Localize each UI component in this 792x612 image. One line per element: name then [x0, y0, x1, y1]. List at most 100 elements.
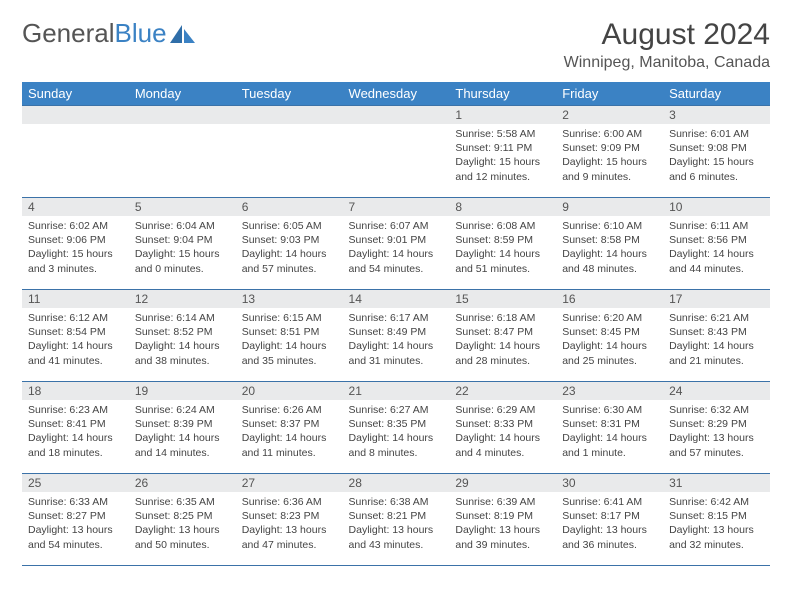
weekday-header: Thursday [449, 82, 556, 106]
day-line-ss: Sunset: 8:25 PM [135, 509, 230, 523]
day-body: Sunrise: 6:20 AMSunset: 8:45 PMDaylight:… [556, 308, 663, 371]
day-number: 15 [449, 290, 556, 308]
day-number: 1 [449, 106, 556, 124]
day-line-d1: Daylight: 14 hours [455, 431, 550, 445]
day-cell: 12Sunrise: 6:14 AMSunset: 8:52 PMDayligh… [129, 290, 236, 382]
day-number: 13 [236, 290, 343, 308]
day-line-ss: Sunset: 8:43 PM [669, 325, 764, 339]
day-line-d2: and 9 minutes. [562, 170, 657, 184]
day-line-ss: Sunset: 8:21 PM [349, 509, 444, 523]
day-cell: 15Sunrise: 6:18 AMSunset: 8:47 PMDayligh… [449, 290, 556, 382]
day-line-d2: and 0 minutes. [135, 262, 230, 276]
day-line-ss: Sunset: 8:49 PM [349, 325, 444, 339]
day-line-ss: Sunset: 9:01 PM [349, 233, 444, 247]
day-cell: 26Sunrise: 6:35 AMSunset: 8:25 PMDayligh… [129, 474, 236, 566]
day-line-d1: Daylight: 14 hours [562, 339, 657, 353]
location: Winnipeg, Manitoba, Canada [564, 54, 770, 72]
day-cell: 11Sunrise: 6:12 AMSunset: 8:54 PMDayligh… [22, 290, 129, 382]
day-line-d2: and 8 minutes. [349, 446, 444, 460]
weekday-header: Friday [556, 82, 663, 106]
day-line-d1: Daylight: 14 hours [455, 339, 550, 353]
logo-sail-icon [169, 23, 197, 45]
day-cell [129, 106, 236, 198]
day-cell: 22Sunrise: 6:29 AMSunset: 8:33 PMDayligh… [449, 382, 556, 474]
day-line-d2: and 36 minutes. [562, 538, 657, 552]
day-body: Sunrise: 6:11 AMSunset: 8:56 PMDaylight:… [663, 216, 770, 279]
day-body: Sunrise: 6:38 AMSunset: 8:21 PMDaylight:… [343, 492, 450, 555]
day-line-d2: and 28 minutes. [455, 354, 550, 368]
day-line-d1: Daylight: 13 hours [455, 523, 550, 537]
day-line-d2: and 21 minutes. [669, 354, 764, 368]
day-line-d2: and 6 minutes. [669, 170, 764, 184]
day-line-sr: Sunrise: 6:07 AM [349, 219, 444, 233]
day-body: Sunrise: 6:30 AMSunset: 8:31 PMDaylight:… [556, 400, 663, 463]
day-cell: 16Sunrise: 6:20 AMSunset: 8:45 PMDayligh… [556, 290, 663, 382]
day-line-d2: and 57 minutes. [669, 446, 764, 460]
day-line-d2: and 51 minutes. [455, 262, 550, 276]
day-cell: 1Sunrise: 5:58 AMSunset: 9:11 PMDaylight… [449, 106, 556, 198]
day-line-d1: Daylight: 13 hours [242, 523, 337, 537]
day-line-d1: Daylight: 14 hours [28, 431, 123, 445]
day-number: 6 [236, 198, 343, 216]
day-line-ss: Sunset: 9:04 PM [135, 233, 230, 247]
day-line-d1: Daylight: 13 hours [669, 523, 764, 537]
day-number: 27 [236, 474, 343, 492]
day-line-d1: Daylight: 14 hours [562, 431, 657, 445]
day-line-sr: Sunrise: 6:02 AM [28, 219, 123, 233]
day-line-sr: Sunrise: 6:38 AM [349, 495, 444, 509]
day-line-d2: and 18 minutes. [28, 446, 123, 460]
day-line-d1: Daylight: 14 hours [669, 247, 764, 261]
day-line-ss: Sunset: 8:19 PM [455, 509, 550, 523]
day-number: 7 [343, 198, 450, 216]
page-header: GeneralBlue August 2024 Winnipeg, Manito… [22, 18, 770, 72]
day-cell: 30Sunrise: 6:41 AMSunset: 8:17 PMDayligh… [556, 474, 663, 566]
day-line-sr: Sunrise: 6:33 AM [28, 495, 123, 509]
day-line-ss: Sunset: 8:31 PM [562, 417, 657, 431]
day-line-ss: Sunset: 8:33 PM [455, 417, 550, 431]
day-line-ss: Sunset: 8:17 PM [562, 509, 657, 523]
logo: GeneralBlue [22, 18, 197, 49]
day-body: Sunrise: 6:36 AMSunset: 8:23 PMDaylight:… [236, 492, 343, 555]
day-number [343, 106, 450, 124]
day-line-d2: and 41 minutes. [28, 354, 123, 368]
day-cell: 14Sunrise: 6:17 AMSunset: 8:49 PMDayligh… [343, 290, 450, 382]
day-line-sr: Sunrise: 6:24 AM [135, 403, 230, 417]
day-line-ss: Sunset: 9:06 PM [28, 233, 123, 247]
day-cell: 24Sunrise: 6:32 AMSunset: 8:29 PMDayligh… [663, 382, 770, 474]
day-body: Sunrise: 6:04 AMSunset: 9:04 PMDaylight:… [129, 216, 236, 279]
day-line-sr: Sunrise: 6:21 AM [669, 311, 764, 325]
day-line-ss: Sunset: 8:56 PM [669, 233, 764, 247]
week-row: 11Sunrise: 6:12 AMSunset: 8:54 PMDayligh… [22, 290, 770, 382]
title-block: August 2024 Winnipeg, Manitoba, Canada [564, 18, 770, 72]
day-line-d1: Daylight: 13 hours [349, 523, 444, 537]
day-body: Sunrise: 6:35 AMSunset: 8:25 PMDaylight:… [129, 492, 236, 555]
day-body: Sunrise: 6:39 AMSunset: 8:19 PMDaylight:… [449, 492, 556, 555]
day-body: Sunrise: 6:17 AMSunset: 8:49 PMDaylight:… [343, 308, 450, 371]
day-line-d1: Daylight: 14 hours [349, 339, 444, 353]
day-line-ss: Sunset: 8:52 PM [135, 325, 230, 339]
day-line-d2: and 57 minutes. [242, 262, 337, 276]
day-body: Sunrise: 6:07 AMSunset: 9:01 PMDaylight:… [343, 216, 450, 279]
day-line-d2: and 47 minutes. [242, 538, 337, 552]
day-number: 29 [449, 474, 556, 492]
day-body: Sunrise: 6:32 AMSunset: 8:29 PMDaylight:… [663, 400, 770, 463]
day-line-d1: Daylight: 14 hours [135, 431, 230, 445]
day-body: Sunrise: 6:15 AMSunset: 8:51 PMDaylight:… [236, 308, 343, 371]
day-number: 28 [343, 474, 450, 492]
day-line-d2: and 54 minutes. [349, 262, 444, 276]
day-body: Sunrise: 6:05 AMSunset: 9:03 PMDaylight:… [236, 216, 343, 279]
day-line-d2: and 3 minutes. [28, 262, 123, 276]
day-line-d2: and 38 minutes. [135, 354, 230, 368]
day-line-ss: Sunset: 9:08 PM [669, 141, 764, 155]
day-line-ss: Sunset: 8:45 PM [562, 325, 657, 339]
day-line-sr: Sunrise: 6:41 AM [562, 495, 657, 509]
day-line-sr: Sunrise: 6:08 AM [455, 219, 550, 233]
day-number: 26 [129, 474, 236, 492]
day-line-d1: Daylight: 14 hours [135, 339, 230, 353]
day-body: Sunrise: 6:14 AMSunset: 8:52 PMDaylight:… [129, 308, 236, 371]
day-cell: 25Sunrise: 6:33 AMSunset: 8:27 PMDayligh… [22, 474, 129, 566]
day-line-d2: and 43 minutes. [349, 538, 444, 552]
day-number: 21 [343, 382, 450, 400]
day-body: Sunrise: 6:12 AMSunset: 8:54 PMDaylight:… [22, 308, 129, 371]
day-number: 8 [449, 198, 556, 216]
